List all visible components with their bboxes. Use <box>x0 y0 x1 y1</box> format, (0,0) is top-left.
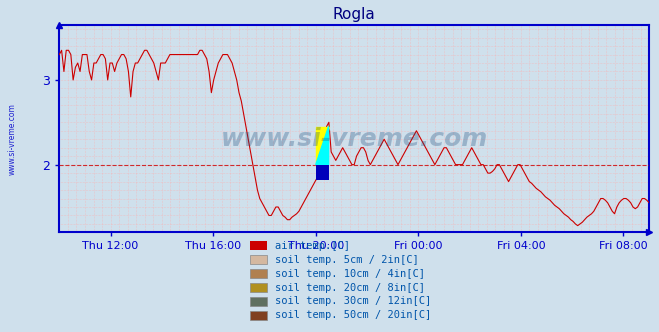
Bar <box>316 165 329 180</box>
Text: www.si-vreme.com: www.si-vreme.com <box>8 104 17 175</box>
Polygon shape <box>316 126 329 165</box>
Text: soil temp. 10cm / 4in[C]: soil temp. 10cm / 4in[C] <box>275 269 425 279</box>
Polygon shape <box>316 126 329 165</box>
Text: air temp.[C]: air temp.[C] <box>275 241 350 251</box>
Text: www.si-vreme.com: www.si-vreme.com <box>221 127 488 151</box>
Text: soil temp. 5cm / 2in[C]: soil temp. 5cm / 2in[C] <box>275 255 418 265</box>
Text: soil temp. 50cm / 20in[C]: soil temp. 50cm / 20in[C] <box>275 310 431 320</box>
Text: soil temp. 20cm / 8in[C]: soil temp. 20cm / 8in[C] <box>275 283 425 292</box>
Text: soil temp. 30cm / 12in[C]: soil temp. 30cm / 12in[C] <box>275 296 431 306</box>
Title: Rogla: Rogla <box>333 7 376 22</box>
